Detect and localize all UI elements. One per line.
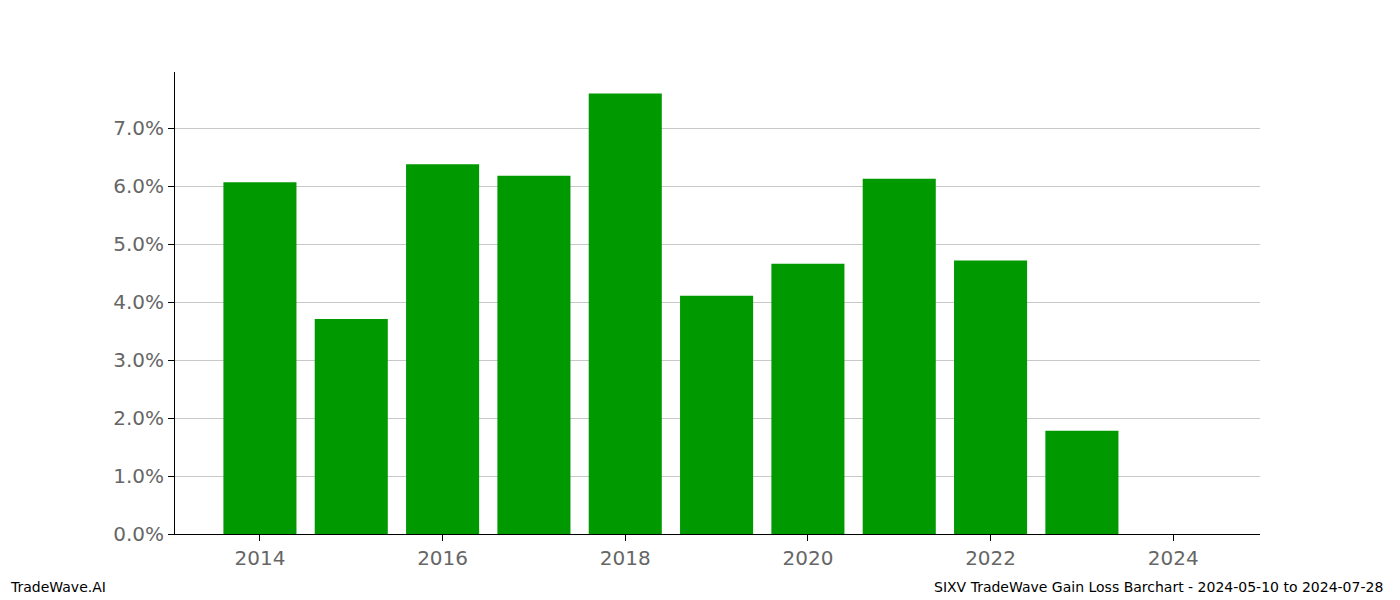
svg-text:4.0%: 4.0% [113, 290, 164, 314]
svg-text:1.0%: 1.0% [113, 464, 164, 488]
svg-text:2018: 2018 [600, 546, 651, 570]
svg-text:5.0%: 5.0% [113, 232, 164, 256]
svg-text:3.0%: 3.0% [113, 348, 164, 372]
svg-text:2.0%: 2.0% [113, 406, 164, 430]
svg-text:2024: 2024 [1148, 546, 1199, 570]
svg-text:2020: 2020 [782, 546, 833, 570]
svg-text:7.0%: 7.0% [113, 116, 164, 140]
svg-text:2016: 2016 [417, 546, 468, 570]
svg-text:0.0%: 0.0% [113, 522, 164, 546]
svg-text:TradeWave.AI: TradeWave.AI [10, 579, 106, 595]
svg-text:6.0%: 6.0% [113, 174, 164, 198]
svg-text:SIXV TradeWave Gain Loss Barch: SIXV TradeWave Gain Loss Barchart - 2024… [934, 579, 1383, 595]
svg-text:2014: 2014 [234, 546, 285, 570]
svg-text:2022: 2022 [965, 546, 1016, 570]
